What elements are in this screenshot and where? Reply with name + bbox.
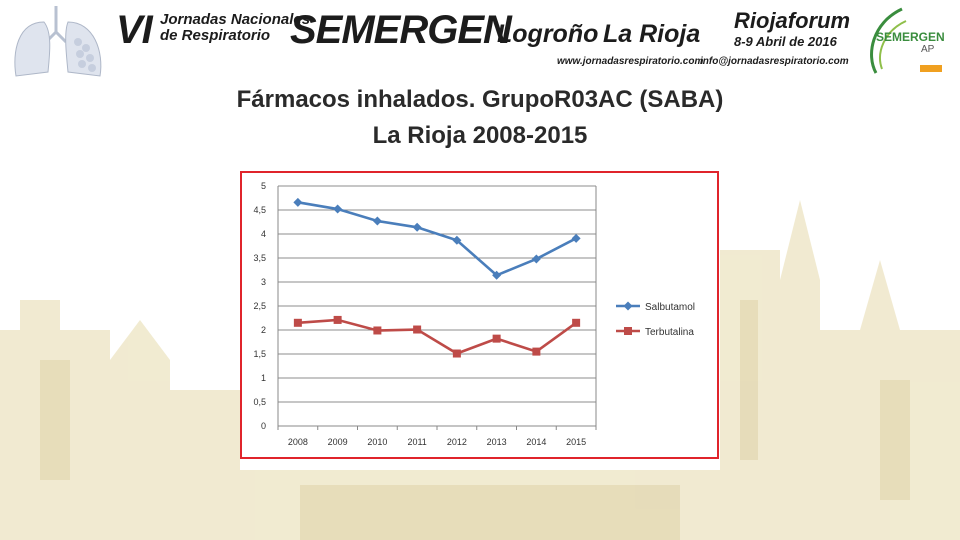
data-point-terbutalina: [572, 318, 581, 327]
legend-label-terbutalina: Terbutalina: [645, 327, 694, 338]
y-tick-label: 1,5: [253, 349, 266, 359]
data-point-salbutamol: [412, 222, 422, 232]
lungs-icon: [14, 6, 102, 77]
y-tick-label: 4: [261, 229, 266, 239]
data-point-salbutamol: [531, 254, 541, 264]
legend-marker-terbutalina: [624, 327, 632, 335]
y-tick-label: 3,5: [253, 253, 266, 263]
logo-name: SEMERGEN: [876, 30, 945, 44]
event-email: info@jornadasrespiratorio.com: [700, 56, 849, 67]
edition-number: VI: [116, 8, 153, 52]
data-point-salbutamol: [452, 235, 462, 245]
data-point-terbutalina: [492, 334, 501, 343]
line-chart: 0 0,5 1 1,5 2 2,5 3 3,5 4 4,5 5 2008 2009 2010 2011 201…: [253, 181, 695, 447]
series-line-salbutamol: [297, 201, 577, 277]
data-point-salbutamol: [492, 270, 502, 280]
data-point-salbutamol: [293, 197, 303, 207]
x-tick-label: 2015: [566, 437, 586, 447]
legend-marker-salbutamol: [623, 301, 633, 311]
x-tick-label: 2008: [288, 437, 308, 447]
event-city: Logroño: [497, 20, 599, 48]
semergen-logo-icon: [870, 7, 942, 74]
y-tick-label: 0: [261, 421, 266, 431]
y-tick-label: 0,5: [253, 397, 266, 407]
data-point-terbutalina: [373, 326, 382, 335]
legend-label-salbutamol: Salbutamol: [645, 302, 695, 313]
chart-frame: 0 0,5 1 1,5 2 2,5 3 3,5 4 4,5 5 2008 2009 2010 2011 201…: [240, 171, 719, 459]
data-point-salbutamol: [372, 216, 382, 226]
x-tick-label: 2010: [367, 437, 387, 447]
event-org-name: SEMERGEN: [290, 8, 512, 52]
y-tick-label: 4,5: [253, 205, 266, 215]
y-tick-label: 2,5: [253, 301, 266, 311]
x-tick-label: 2009: [328, 437, 348, 447]
event-header: VI Jornadas Nacionales de Respiratorio S…: [0, 0, 960, 80]
data-point-terbutalina: [452, 349, 461, 358]
event-dates: 8-9 Abril de 2016: [734, 34, 837, 49]
y-tick-label: 1: [261, 373, 266, 383]
event-subtitle-line1: Jornadas Nacionales: [160, 11, 311, 28]
x-tick-label: 2013: [487, 437, 507, 447]
data-point-terbutalina: [413, 325, 422, 334]
slide-title: Fármacos inhalados. GrupoR03AC (SABA): [236, 86, 724, 113]
data-point-salbutamol: [333, 204, 343, 214]
logo-sub: AP: [921, 44, 935, 55]
x-tick-label: 2011: [407, 437, 426, 447]
event-subtitle: Jornadas Nacionales de Respiratorio: [160, 12, 310, 44]
data-point-salbutamol: [571, 233, 581, 243]
data-point-terbutalina: [293, 318, 302, 327]
event-website: www.jornadasrespiratorio.com: [557, 56, 704, 67]
event-subtitle-line2: de Respiratorio: [160, 27, 271, 44]
y-tick-label: 2: [261, 325, 266, 335]
y-tick-label: 3: [261, 277, 266, 287]
y-tick-label: 5: [261, 181, 266, 191]
slide-subtitle: La Rioja 2008-2015: [372, 122, 588, 149]
event-region: La Rioja: [603, 20, 701, 48]
series-line-terbutalina: [297, 318, 577, 355]
event-venue: Riojaforum: [734, 8, 851, 33]
data-point-terbutalina: [532, 347, 541, 356]
x-tick-label: 2014: [526, 437, 546, 447]
data-point-terbutalina: [333, 315, 342, 324]
x-tick-label: 2012: [447, 437, 467, 447]
